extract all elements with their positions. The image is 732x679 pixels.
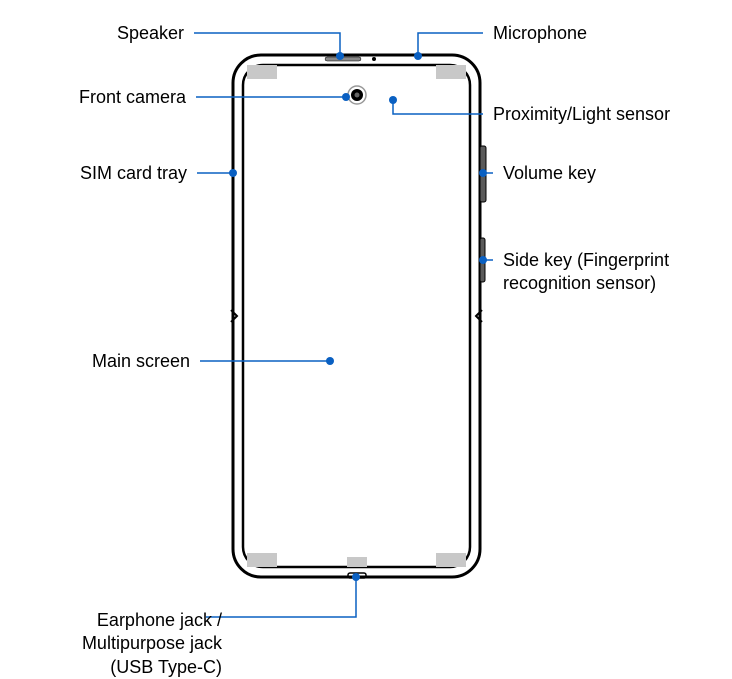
callout-label-proximity-sensor: Proximity/Light sensor xyxy=(493,103,693,126)
callout-label-volume-key: Volume key xyxy=(503,162,623,185)
callout-label-speaker: Speaker xyxy=(112,22,184,45)
callout-label-front-camera: Front camera xyxy=(70,86,186,109)
callout-label-earphone-jack: Earphone jack / Multipurpose jack (USB T… xyxy=(62,609,222,679)
callout-label-sim-tray: SIM card tray xyxy=(75,162,187,185)
callout-label-main-screen: Main screen xyxy=(84,350,190,373)
callout-label-microphone: Microphone xyxy=(493,22,613,45)
callout-label-side-key: Side key (Fingerprint recognition sensor… xyxy=(503,249,703,296)
